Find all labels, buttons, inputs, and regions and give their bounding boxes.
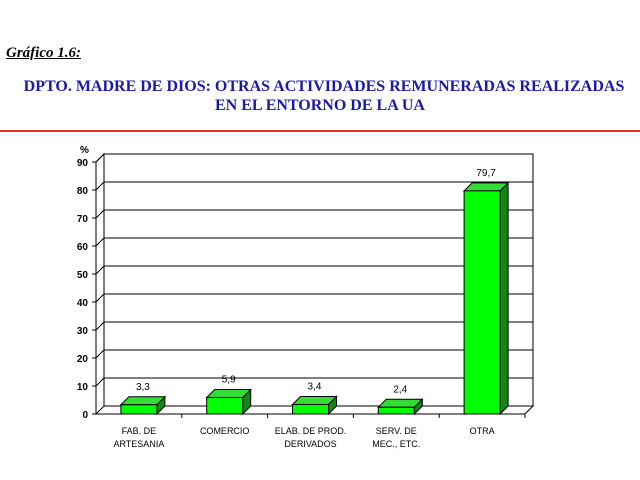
chart-title-line-2: EN EL ENTORNO DE LA UA — [215, 97, 425, 114]
data-label: 3,3 — [136, 382, 150, 393]
gridline-diag — [95, 153, 105, 163]
y-axis-label: % — [80, 145, 89, 156]
x-tick-label: ELAB. DE PROD. — [275, 426, 347, 436]
x-tick-label: COMERCIO — [200, 426, 250, 436]
gridline-diag — [95, 181, 105, 191]
y-tick-label: 10 — [77, 382, 89, 393]
chart-title-line-1: DPTO. MADRE DE DIOS: OTRAS ACTIVIDADES R… — [23, 78, 625, 95]
data-label: 3,4 — [308, 381, 322, 392]
x-tick-label: SERV. DE — [376, 426, 417, 436]
x-tick-label: ARTESANIA — [113, 439, 164, 449]
gridline-diag — [95, 349, 105, 359]
gridline-diag — [95, 209, 105, 219]
gridline-diag — [95, 237, 105, 247]
data-label: 79,7 — [476, 168, 496, 179]
y-tick-label: 60 — [77, 242, 89, 253]
bar — [292, 403, 329, 415]
x-tick-label: DERIVADOS — [284, 439, 336, 449]
gridline-diag — [95, 377, 105, 387]
bar-top — [462, 182, 510, 192]
x-tick-label: FAB. DE — [122, 426, 157, 436]
y-tick-label: 70 — [77, 214, 89, 225]
gridline-diag — [95, 321, 105, 331]
y-tick-label: 90 — [77, 158, 89, 169]
bar — [377, 406, 415, 415]
bar — [120, 404, 158, 415]
y-tick-label: 40 — [77, 298, 89, 309]
gridline-diag — [95, 265, 105, 275]
bar-side — [499, 181, 509, 416]
data-label: 2,4 — [393, 384, 407, 395]
title-divider — [0, 130, 640, 132]
y-tick-label: 20 — [77, 354, 89, 365]
bar — [463, 190, 501, 415]
figure-label: Gráfico 1.6: — [6, 45, 81, 61]
x-tick-label: OTRA — [470, 426, 495, 436]
y-tick-label: 80 — [77, 186, 89, 197]
bar-top — [119, 396, 167, 406]
bar-top — [205, 388, 252, 398]
bar-top — [377, 398, 424, 408]
x-tick-label: MEC., ETC. — [372, 439, 420, 449]
y-tick-label: 0 — [82, 410, 88, 421]
y-tick-label: 50 — [77, 270, 89, 281]
data-label: 5,9 — [222, 374, 236, 385]
bar-top — [291, 395, 338, 405]
y-tick-label: 30 — [77, 326, 89, 337]
bar — [206, 396, 244, 415]
gridline-diag — [95, 293, 105, 303]
plot-area — [103, 153, 534, 407]
